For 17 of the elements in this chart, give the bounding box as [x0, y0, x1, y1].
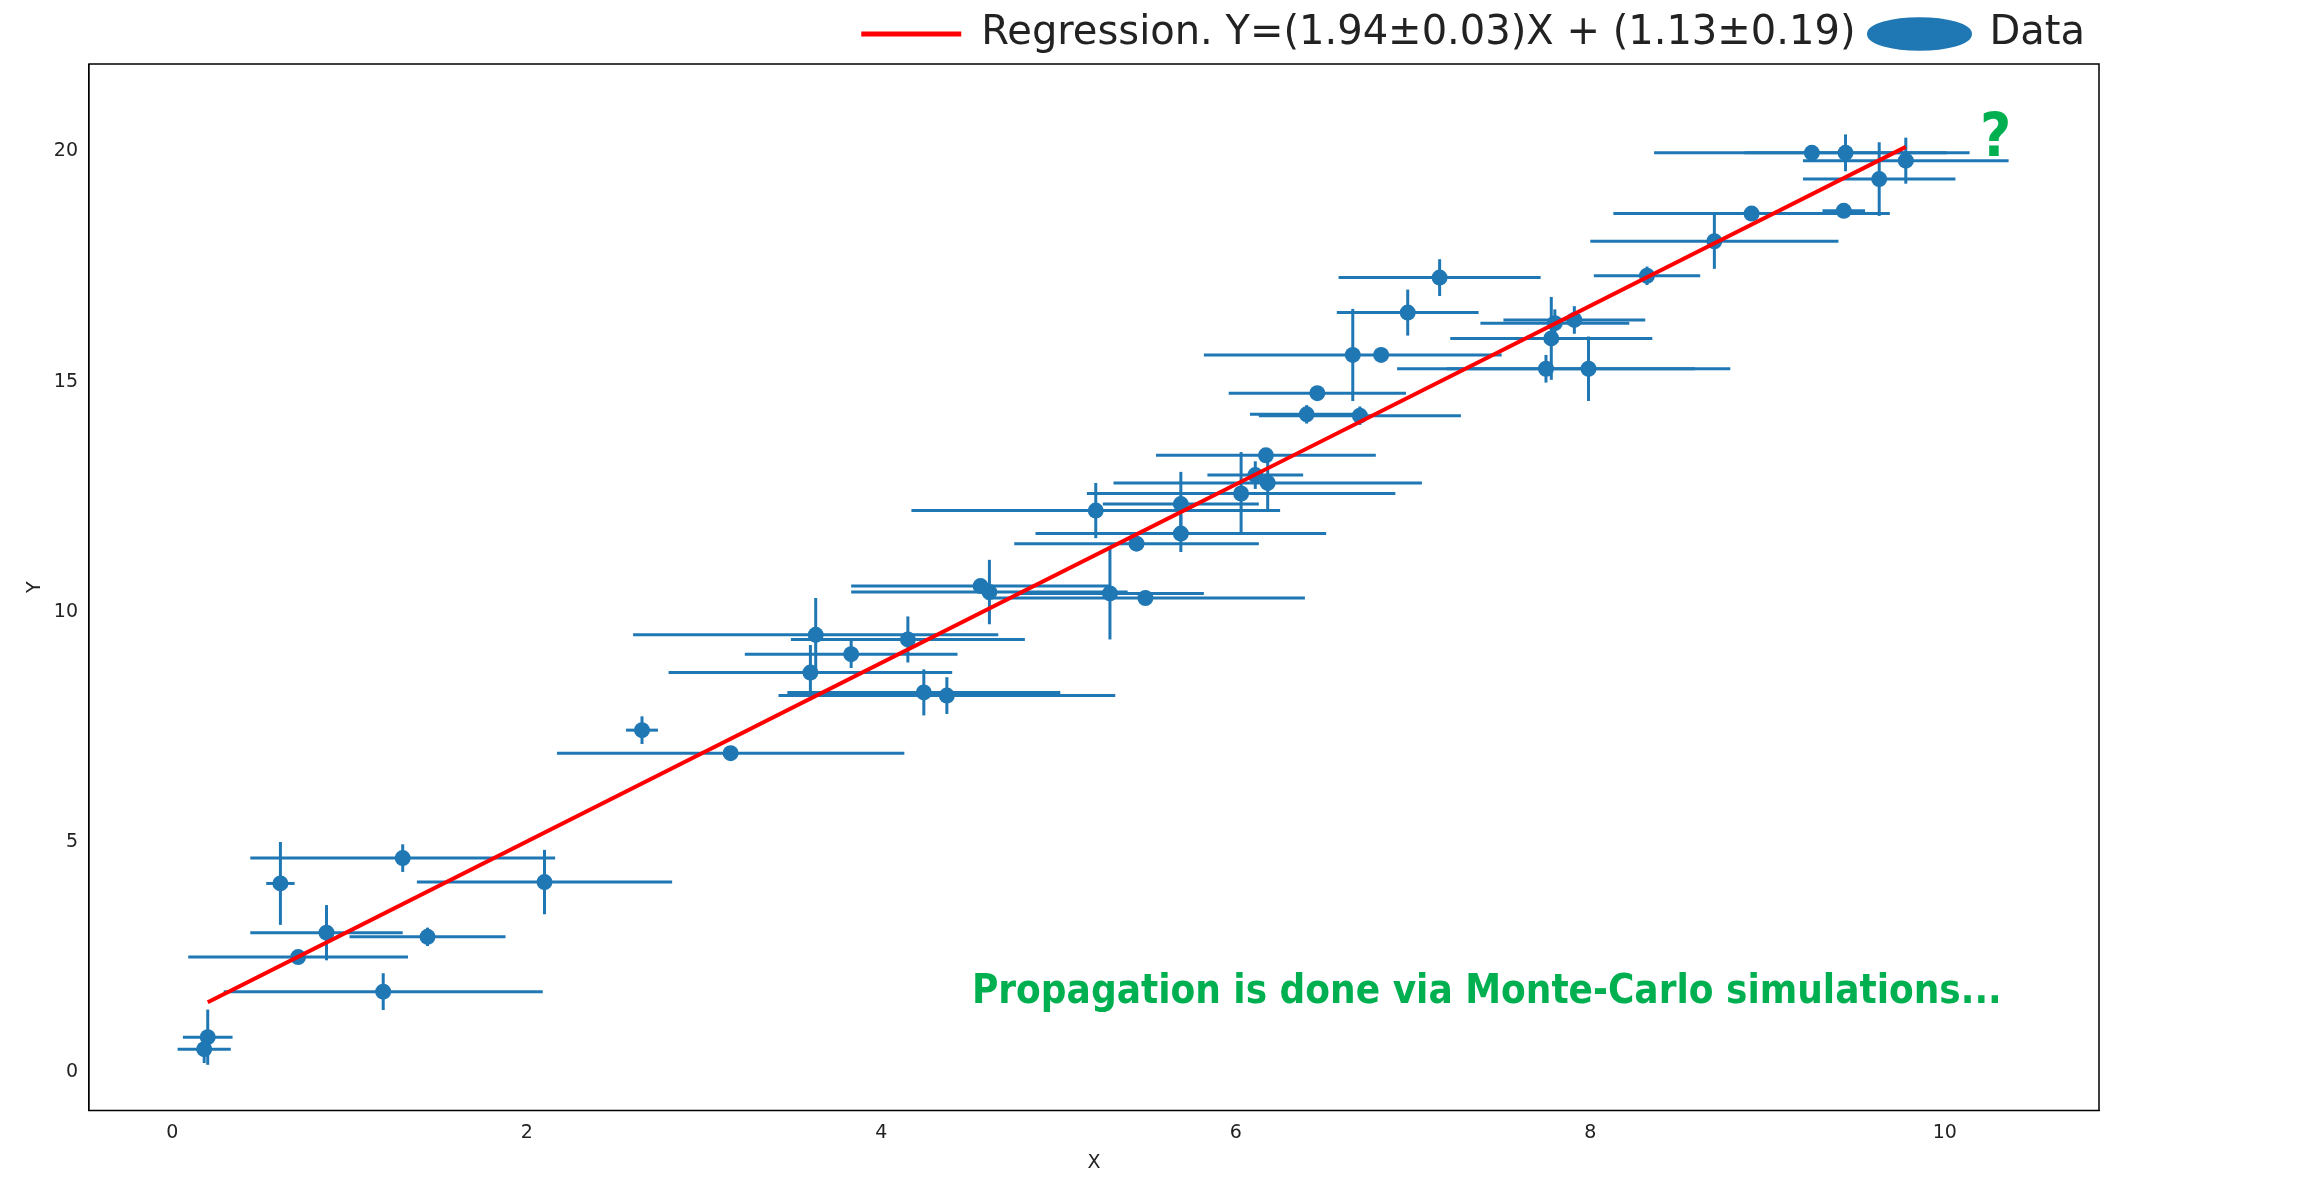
- y-tick-label: 20: [53, 138, 78, 161]
- x-tick-label: 4: [875, 1119, 888, 1142]
- x-axis-title: X: [1087, 1149, 1101, 1172]
- x-tick-label: 8: [1584, 1119, 1597, 1142]
- y-tick-label: 10: [53, 598, 78, 621]
- annotation: Propagation is done via Monte-Carlo simulations...: [972, 966, 2002, 1012]
- x-tick-label: 2: [520, 1119, 533, 1142]
- legend-label: Regression. Y=(1.94±0.03)X + (1.13±0.19): [981, 7, 1856, 54]
- y-tick-label: 5: [65, 828, 78, 851]
- x-tick-label: 0: [166, 1119, 179, 1142]
- y-tick-label: 0: [65, 1059, 78, 1082]
- y-tick-label: 15: [53, 368, 78, 391]
- y-axis-title: Y: [22, 581, 45, 594]
- x-tick-label: 6: [1229, 1119, 1242, 1142]
- legend-label: Data: [1989, 7, 2086, 54]
- annotation: ?: [1980, 100, 2012, 170]
- x-tick-label: 10: [1932, 1119, 1957, 1142]
